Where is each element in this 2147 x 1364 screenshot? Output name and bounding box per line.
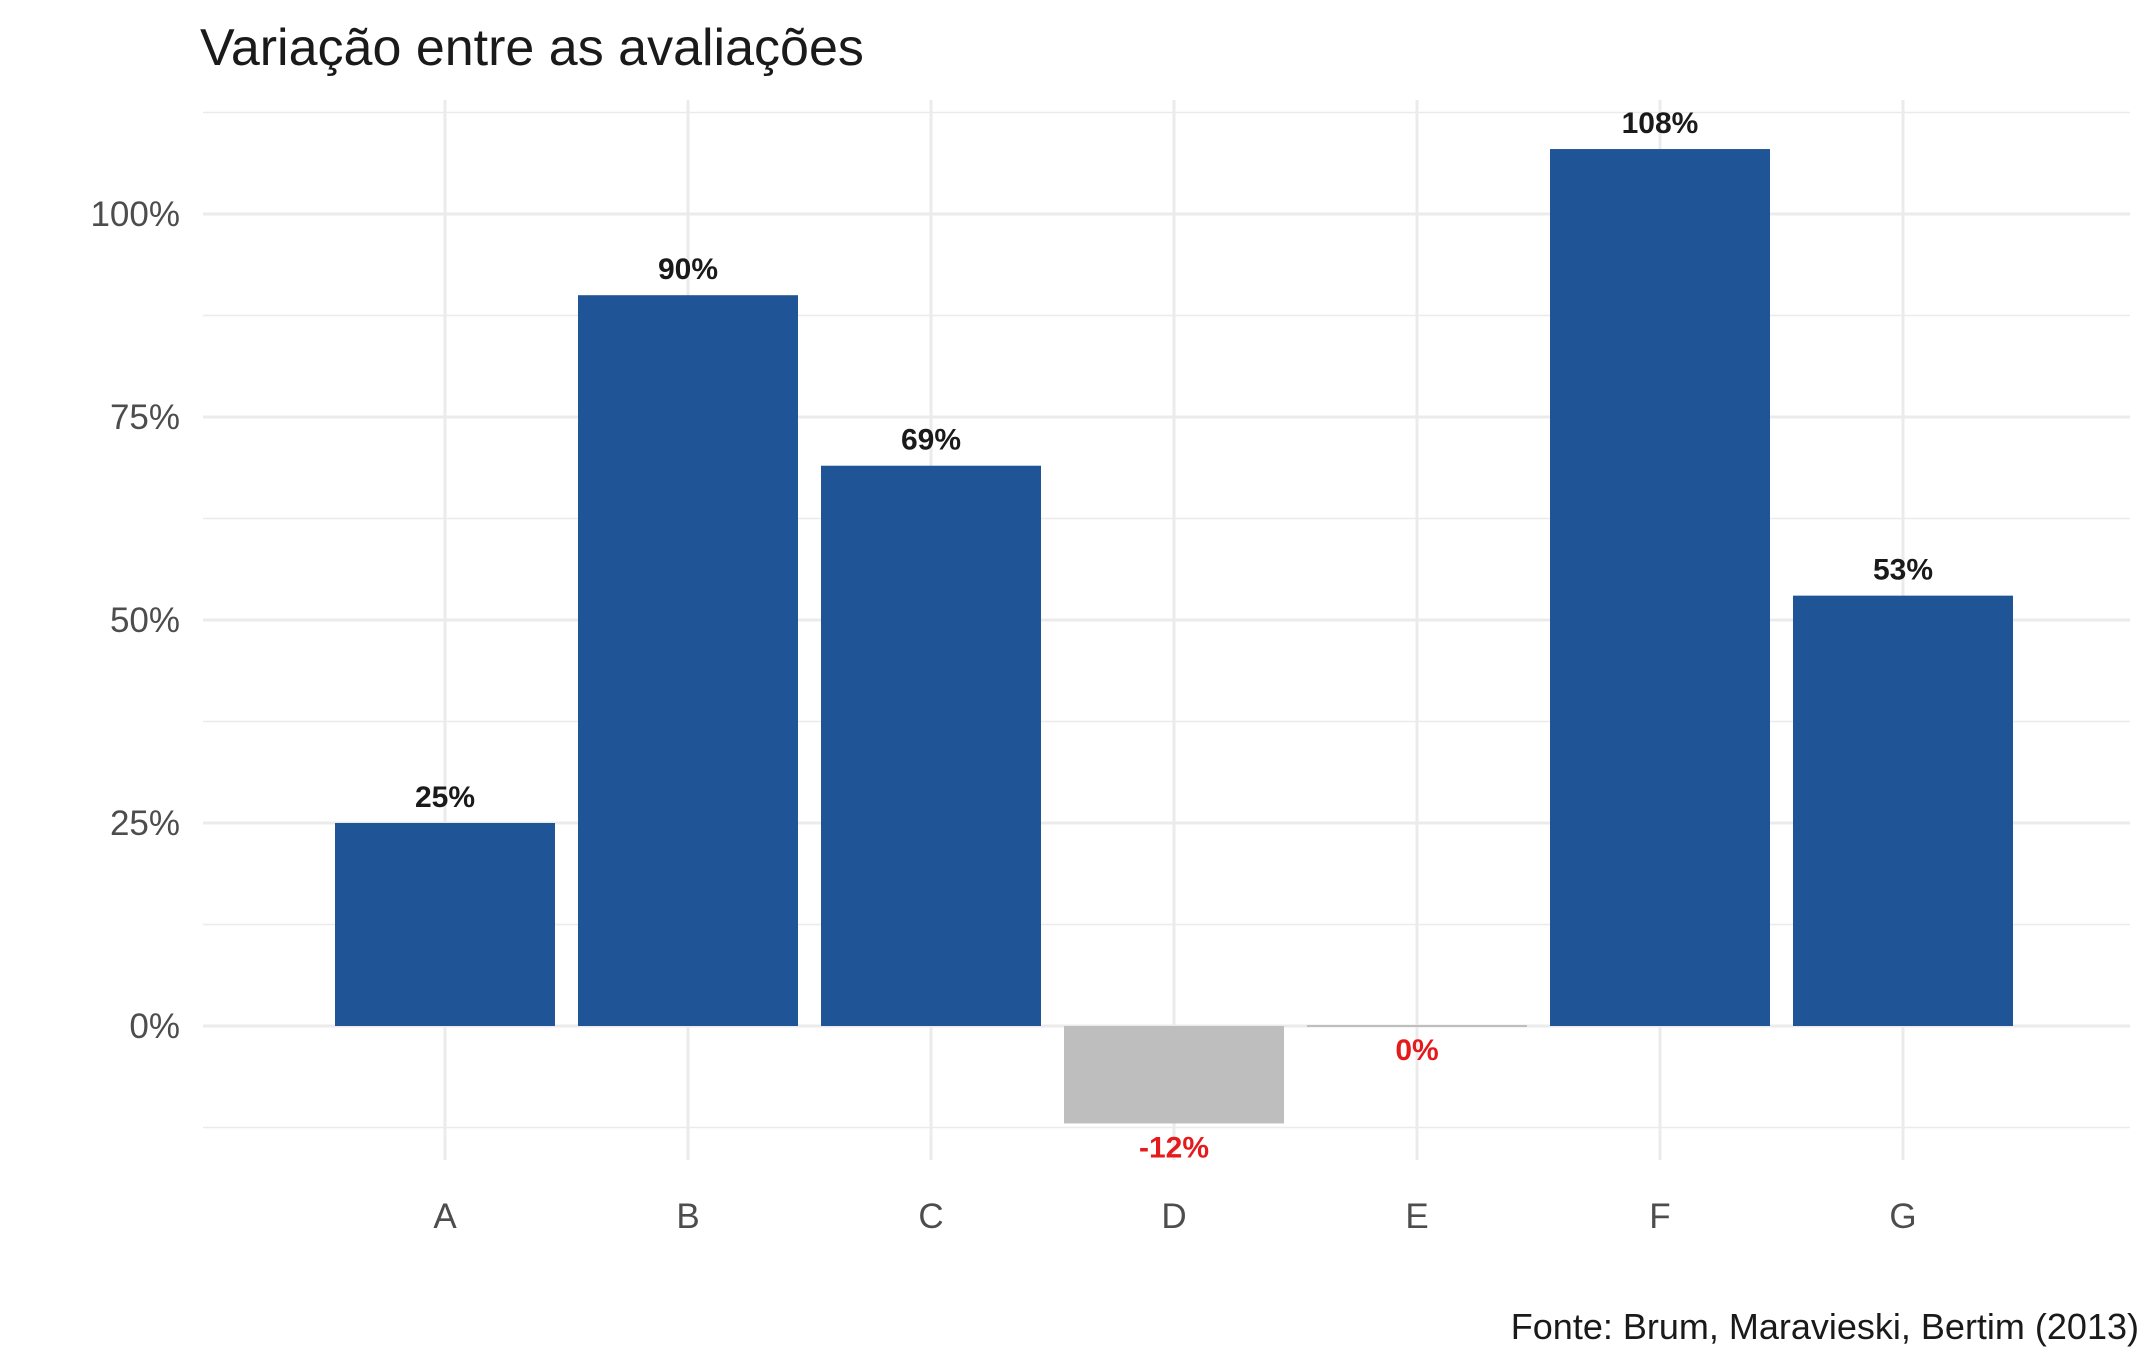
data-label: 25% [415, 781, 475, 814]
bar-D [1064, 1026, 1284, 1124]
x-tick-label: B [676, 1197, 699, 1236]
y-tick-label: 100% [90, 195, 180, 234]
source-caption: Fonte: Brum, Maravieski, Bertim (2013) [1510, 1306, 2139, 1347]
x-tick-label: C [918, 1197, 943, 1236]
y-axis: 0% 25% 50% 75% 100% [90, 195, 180, 1046]
x-axis: A B C D E F G [433, 1197, 1916, 1236]
bars [335, 149, 2013, 1124]
data-label: 0% [1395, 1034, 1438, 1067]
bar-E [1307, 1025, 1527, 1027]
bar-G [1793, 595, 2013, 1026]
x-tick-label: A [433, 1197, 457, 1236]
data-label: -12% [1139, 1131, 1209, 1164]
data-label: 53% [1873, 554, 1933, 587]
x-tick-label: D [1161, 1197, 1186, 1236]
bar-B [578, 295, 798, 1026]
data-label: 69% [901, 424, 961, 457]
chart-title: Variação entre as avaliações [200, 19, 864, 77]
data-label: 90% [658, 253, 718, 286]
data-labels: 25% 90% 69% -12% 0% 108% 53% [415, 107, 1933, 1164]
x-tick-label: F [1649, 1197, 1670, 1236]
bar-A [335, 823, 555, 1026]
x-tick-label: G [1889, 1197, 1916, 1236]
x-tick-label: E [1405, 1197, 1428, 1236]
bar-F [1550, 149, 1770, 1027]
y-tick-label: 0% [129, 1007, 180, 1046]
y-tick-label: 25% [110, 804, 180, 843]
y-tick-label: 75% [110, 398, 180, 437]
bar-C [821, 465, 1041, 1027]
y-tick-label: 50% [110, 601, 180, 640]
data-label: 108% [1622, 107, 1699, 140]
